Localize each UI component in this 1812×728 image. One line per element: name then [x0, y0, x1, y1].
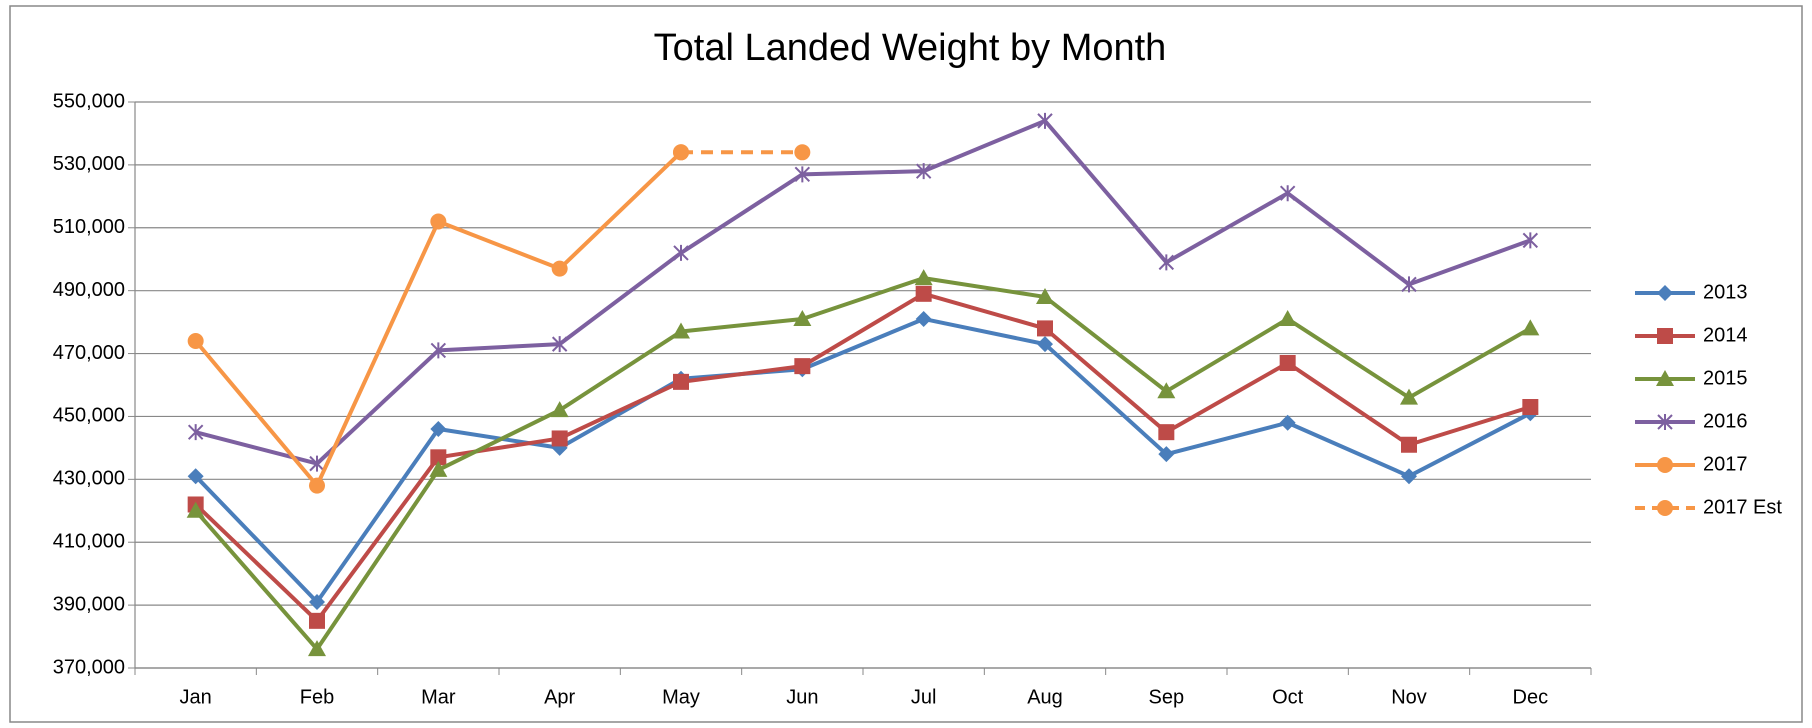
x-tick-label: Dec	[1513, 686, 1549, 708]
marker	[187, 332, 204, 349]
marker	[1037, 320, 1053, 337]
x-tick-label: Nov	[1391, 686, 1427, 708]
y-tick-label: 390,000	[53, 593, 125, 615]
marker	[1401, 276, 1417, 293]
y-tick-label: 370,000	[53, 656, 125, 678]
marker	[1656, 370, 1674, 386]
marker	[430, 213, 447, 230]
marker	[1158, 254, 1175, 271]
marker	[551, 260, 568, 277]
marker	[1522, 232, 1539, 249]
marker	[551, 336, 568, 353]
x-tick-label: Oct	[1272, 686, 1304, 708]
x-tick-label: Jan	[180, 686, 212, 708]
marker	[793, 309, 812, 326]
legend-label: 2017 Est	[1703, 496, 1782, 518]
marker	[1657, 328, 1673, 344]
marker	[794, 358, 811, 375]
legend-label: 2016	[1703, 410, 1748, 432]
x-tick-label: Sep	[1149, 686, 1185, 708]
marker	[1036, 287, 1054, 304]
marker	[914, 269, 933, 286]
x-tick-label: Mar	[421, 686, 456, 708]
marker	[915, 163, 932, 180]
y-tick-label: 510,000	[53, 216, 125, 238]
marker	[1657, 457, 1673, 473]
marker	[1657, 500, 1673, 516]
marker	[1037, 112, 1053, 129]
x-tick-label: Feb	[300, 686, 334, 708]
series-line	[195, 118, 1532, 466]
marker	[672, 322, 690, 339]
marker	[1401, 436, 1417, 453]
marker	[308, 640, 326, 657]
series-line	[194, 291, 1531, 623]
marker	[430, 449, 447, 466]
marker	[430, 342, 447, 359]
y-tick-label: 410,000	[53, 531, 125, 553]
marker	[1037, 336, 1053, 353]
x-tick-label: Jun	[786, 686, 818, 708]
legend-label: 2014	[1703, 324, 1748, 346]
marker	[550, 401, 569, 418]
legend-label: 2013	[1703, 281, 1748, 303]
marker	[1657, 285, 1673, 301]
marker	[1400, 388, 1418, 405]
marker	[1158, 424, 1175, 441]
y-tick-label: 430,000	[53, 468, 125, 490]
marker	[1279, 185, 1296, 202]
chart-border	[9, 5, 1803, 723]
y-tick-label: 490,000	[53, 279, 125, 301]
legend-label: 2017	[1703, 453, 1748, 475]
marker	[1278, 309, 1297, 326]
marker	[673, 373, 689, 390]
marker	[794, 144, 811, 161]
marker	[186, 501, 205, 518]
y-tick-label: 450,000	[53, 405, 125, 427]
marker	[1521, 319, 1540, 336]
y-tick-label: 470,000	[53, 342, 125, 364]
marker	[794, 166, 811, 183]
marker	[430, 421, 447, 438]
marker	[187, 424, 204, 441]
marker	[429, 460, 448, 477]
marker	[673, 144, 689, 161]
marker	[915, 310, 932, 327]
marker	[1401, 468, 1417, 485]
series-line	[194, 316, 1532, 604]
x-tick-label: Apr	[544, 686, 575, 708]
x-tick-label: May	[662, 686, 700, 708]
marker	[1657, 414, 1673, 430]
marker	[309, 477, 325, 494]
x-tick-label: Jul	[911, 686, 937, 708]
legend-label: 2015	[1703, 367, 1748, 389]
marker	[309, 455, 325, 472]
marker	[309, 593, 325, 610]
marker	[1279, 354, 1296, 371]
marker	[673, 244, 689, 261]
marker	[1158, 446, 1175, 463]
y-tick-label: 550,000	[53, 90, 125, 112]
series-line	[194, 276, 1532, 652]
marker	[187, 468, 204, 485]
marker	[1522, 399, 1539, 416]
marker	[1279, 414, 1296, 431]
marker	[915, 285, 932, 302]
x-tick-label: Aug	[1027, 686, 1063, 708]
chart-title: Total Landed Weight by Month	[654, 27, 1167, 69]
y-tick-label: 530,000	[53, 153, 125, 175]
marker	[1157, 382, 1176, 399]
marker	[309, 612, 325, 629]
marker	[551, 430, 568, 447]
